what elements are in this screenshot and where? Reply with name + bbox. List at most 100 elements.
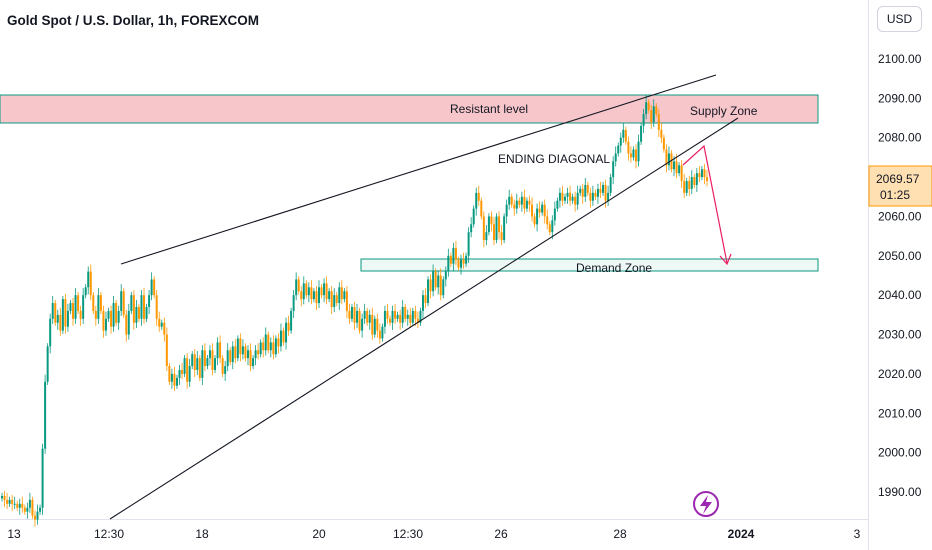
candle: [145, 303, 148, 322]
candle: [437, 270, 440, 295]
candle: [414, 305, 417, 326]
candle: [434, 268, 437, 291]
candle: [465, 252, 468, 267]
candle: [525, 197, 528, 212]
resistance-zone[interactable]: [0, 94, 819, 124]
candle: [74, 288, 77, 324]
candle: [619, 132, 622, 153]
time-tick-label: 2024: [728, 527, 755, 541]
candle: [325, 276, 328, 305]
candle: [510, 193, 513, 208]
candle: [548, 221, 551, 236]
candle: [361, 313, 364, 338]
candle: [629, 146, 632, 163]
candle: [373, 315, 376, 338]
candle: [140, 290, 143, 326]
price-tick-label: 1990.00: [878, 485, 922, 499]
candle: [452, 242, 455, 271]
candle: [51, 295, 54, 324]
candle: [591, 185, 594, 206]
candle: [480, 197, 483, 220]
candle: [3, 490, 6, 507]
candle: [158, 311, 161, 332]
candle: [1, 492, 3, 502]
time-axis[interactable]: 13 12:30 18 20 12:30 26 28 2024 3: [7, 527, 860, 541]
time-tick-label: 12:30: [393, 527, 423, 541]
candle: [150, 272, 153, 301]
candle: [345, 286, 348, 319]
candle: [44, 374, 47, 454]
candle: [287, 315, 290, 336]
price-tick-label: 2020.00: [878, 367, 922, 381]
candle: [470, 217, 473, 238]
candle: [675, 154, 678, 179]
candle: [92, 292, 95, 315]
candle: [310, 280, 313, 305]
candle: [409, 307, 412, 328]
candle: [363, 303, 366, 324]
candle: [69, 299, 72, 315]
time-tick-label: 26: [494, 527, 508, 541]
candle: [356, 303, 359, 328]
candle: [23, 504, 26, 515]
candle: [632, 146, 635, 161]
demand-zone[interactable]: [360, 258, 819, 272]
candle: [198, 355, 201, 381]
candle: [657, 108, 660, 137]
candle: [183, 355, 186, 378]
candle: [203, 343, 206, 372]
price-tick-label: 2010.00: [878, 406, 922, 420]
candle: [637, 134, 640, 167]
candle: [698, 166, 701, 183]
candle: [77, 292, 80, 315]
candle: [18, 498, 21, 515]
candle: [254, 345, 257, 366]
candle: [87, 266, 90, 295]
projection-path[interactable]: [682, 144, 728, 264]
candle: [13, 496, 16, 509]
candle: [419, 307, 422, 326]
candle: [660, 122, 663, 143]
candle: [236, 335, 239, 362]
time-tick-label: 20: [312, 527, 326, 541]
candle: [429, 274, 432, 299]
time-tick-label: 3: [854, 527, 861, 541]
candle: [26, 502, 29, 519]
candle: [229, 347, 232, 366]
candle: [536, 203, 539, 232]
candle: [688, 175, 691, 196]
candle: [249, 343, 252, 372]
candle: [292, 290, 295, 319]
candle: [89, 264, 92, 301]
candle: [485, 225, 488, 246]
candle: [457, 256, 460, 271]
candle: [706, 170, 708, 187]
candle: [462, 252, 465, 269]
candle: [259, 339, 262, 358]
candle: [56, 309, 59, 330]
price-axis[interactable]: 2100.002090.002080.002070.002060.002050.…: [878, 52, 922, 499]
candle: [553, 201, 556, 226]
tradingview-spark-icon[interactable]: [693, 491, 719, 517]
candle: [219, 335, 222, 364]
candle: [444, 266, 447, 287]
candle: [31, 496, 34, 519]
candle: [576, 185, 579, 210]
candle: [211, 343, 214, 376]
candle: [371, 307, 374, 340]
candle: [277, 333, 280, 354]
upper-trendline[interactable]: [120, 74, 717, 265]
candle: [596, 183, 599, 204]
candle: [475, 187, 478, 216]
candle: [41, 443, 44, 515]
candle: [427, 276, 430, 307]
candle: [563, 193, 566, 204]
candle: [170, 368, 173, 389]
price-tick-label: 2030.00: [878, 328, 922, 342]
currency-button[interactable]: USD: [877, 6, 922, 32]
candle: [178, 364, 181, 385]
candle: [163, 317, 166, 342]
lower-trendline[interactable]: [109, 117, 739, 520]
price-tick-label: 2040.00: [878, 288, 922, 302]
